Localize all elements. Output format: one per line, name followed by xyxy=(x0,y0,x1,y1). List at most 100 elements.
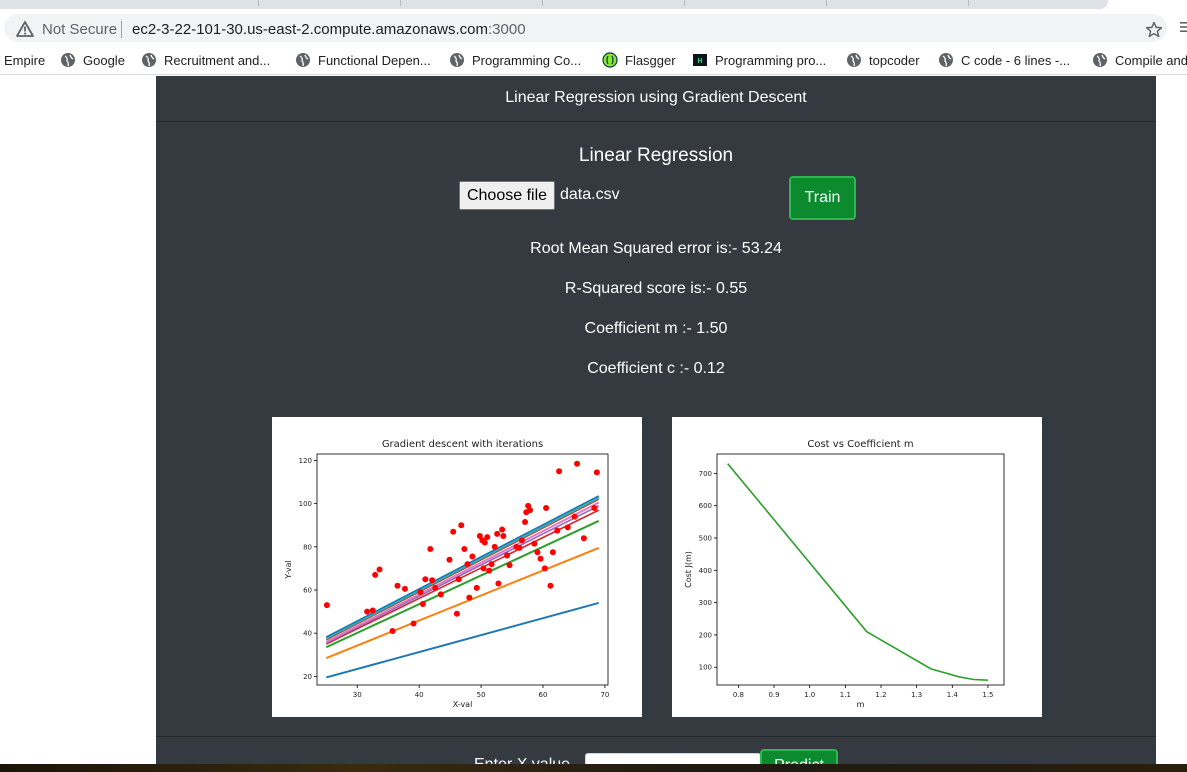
url-text[interactable]: ec2-3-22-101-30.us-east-2.compute.amazon… xyxy=(132,21,526,38)
data-point xyxy=(466,594,473,601)
iteration-line xyxy=(325,520,600,649)
bookmark-functional-dependency[interactable]: Functional Depen... xyxy=(295,51,431,69)
data-point xyxy=(389,628,396,635)
bookmark-label: Programming Co... xyxy=(472,52,582,68)
predict-label: Enter X value xyxy=(474,756,570,764)
x-value-input[interactable] xyxy=(585,753,761,764)
bookmark-compile-and[interactable]: Compile and xyxy=(1092,51,1187,69)
data-point xyxy=(429,577,436,584)
page-title: Linear Regression xyxy=(578,145,734,166)
x-tick-label: 60 xyxy=(539,691,548,699)
data-point xyxy=(432,584,439,591)
data-point xyxy=(372,571,379,578)
cost-chart: Cost vs Coefficient m 0.8 0.9 1.0 1.1 1.2 1.3 1… xyxy=(684,439,1005,709)
flasgger-icon xyxy=(602,52,618,68)
y-tick-label: 400 xyxy=(699,567,712,575)
bookmark-label: Flasgger xyxy=(625,52,676,68)
y-tick-label: 500 xyxy=(699,535,712,543)
bookmark-topcoder[interactable]: topcoder xyxy=(846,51,920,69)
data-point xyxy=(580,535,587,542)
y-tick-label: 300 xyxy=(699,599,712,607)
iteration-line xyxy=(325,501,600,643)
x-tick-label: 30 xyxy=(353,691,362,699)
data-point xyxy=(484,534,491,541)
hackerrank-icon: H xyxy=(693,54,707,66)
data-point xyxy=(494,530,501,537)
data-point xyxy=(506,562,513,569)
data-point xyxy=(549,549,556,556)
data-point xyxy=(534,549,541,556)
x-tick-label: 1.2 xyxy=(875,691,886,699)
data-point xyxy=(417,589,424,596)
data-point xyxy=(574,460,581,467)
data-point xyxy=(504,552,511,559)
page-viewport: Linear Regression using Gradient Descent… xyxy=(0,76,1187,764)
globe-icon xyxy=(1093,53,1107,67)
bookmark-label: Empire xyxy=(4,52,46,68)
selected-file-name: data.csv xyxy=(560,186,620,203)
predict-form: Enter X value Predict xyxy=(156,736,1156,764)
train-button[interactable]: Train xyxy=(789,176,856,220)
data-point xyxy=(541,565,548,572)
x-tick-label: 0.9 xyxy=(768,691,779,699)
predict-button[interactable]: Predict xyxy=(760,749,838,764)
y-tick-label: 100 xyxy=(699,664,712,672)
data-point xyxy=(499,526,506,533)
bookmark-empire[interactable]: Empire xyxy=(4,51,45,69)
y-tick-label: 80 xyxy=(303,543,312,551)
tab-separator xyxy=(400,0,401,6)
x-tick-label: 1.3 xyxy=(911,691,922,699)
bookmark-google[interactable]: Google xyxy=(60,51,125,69)
data-point xyxy=(446,556,453,563)
bookmark-programming-co[interactable]: Programming Co... xyxy=(449,51,581,69)
choose-file-button[interactable]: Choose file xyxy=(459,181,555,210)
tab-separator xyxy=(258,0,259,6)
data-point xyxy=(554,527,561,534)
data-point xyxy=(453,610,460,617)
tab-strip xyxy=(0,0,1187,11)
data-point xyxy=(323,602,330,609)
browser-menu-icon[interactable] xyxy=(1176,21,1187,33)
warning-icon[interactable] xyxy=(16,21,34,37)
data-point xyxy=(591,504,598,511)
data-point xyxy=(450,528,457,535)
x-tick-label: 1.5 xyxy=(982,691,993,699)
bookmark-label: topcoder xyxy=(869,52,920,68)
globe-icon xyxy=(142,53,156,67)
x-tick-label: 1.0 xyxy=(804,691,815,699)
data-point xyxy=(394,582,401,589)
address-bar[interactable]: Not Secure ec2-3-22-101-30.us-east-2.com… xyxy=(4,14,1167,42)
data-point xyxy=(488,561,495,568)
y-tick-label: 20 xyxy=(303,673,312,681)
gradient-descent-chart: Gradient descent with iterations 30 40 50 60… xyxy=(284,439,609,709)
bookmark-flasgger[interactable]: Flasgger xyxy=(602,51,676,69)
cost-plot: Cost vs Coefficient m 0.8 0.9 1.0 1.1 1.2 1.3 1… xyxy=(672,417,1042,717)
data-point xyxy=(419,601,426,608)
data-point xyxy=(522,519,529,526)
bookmark-star-icon[interactable] xyxy=(1144,20,1164,40)
navbar-brand[interactable]: Linear Regression using Gradient Descent xyxy=(505,89,807,106)
tab-bar[interactable] xyxy=(0,0,1108,9)
address-bar-row: Not Secure ec2-3-22-101-30.us-east-2.com… xyxy=(0,11,1187,44)
bookmark-recruitment[interactable]: Recruitment and... xyxy=(141,51,270,69)
x-tick-label: 70 xyxy=(600,691,609,699)
security-label[interactable]: Not Secure xyxy=(42,21,118,38)
bookmark-label: Programming pro... xyxy=(715,52,827,68)
data-point xyxy=(564,524,571,531)
coefficient-m-text: Coefficient m :- 1.50 xyxy=(584,320,728,337)
globe-icon xyxy=(61,53,75,67)
tab-separator xyxy=(826,0,827,6)
x-axis-label: m xyxy=(857,700,865,709)
tab-separator xyxy=(968,0,969,6)
url-port: :3000 xyxy=(488,21,526,38)
tab-separator xyxy=(542,0,543,6)
coefficient-c-text: Coefficient c :- 0.12 xyxy=(587,360,725,377)
data-point xyxy=(495,580,502,587)
bookmark-programming-pro[interactable]: H Programming pro... xyxy=(692,51,826,69)
plot-frame xyxy=(316,453,609,686)
data-point xyxy=(422,576,429,583)
bookmark-c-code[interactable]: C code - 6 lines -... xyxy=(938,51,1070,69)
globe-icon xyxy=(847,53,861,67)
gradient-descent-plot: Gradient descent with iterations 30 40 50 60… xyxy=(272,417,642,717)
x-tick-label: 50 xyxy=(477,691,486,699)
